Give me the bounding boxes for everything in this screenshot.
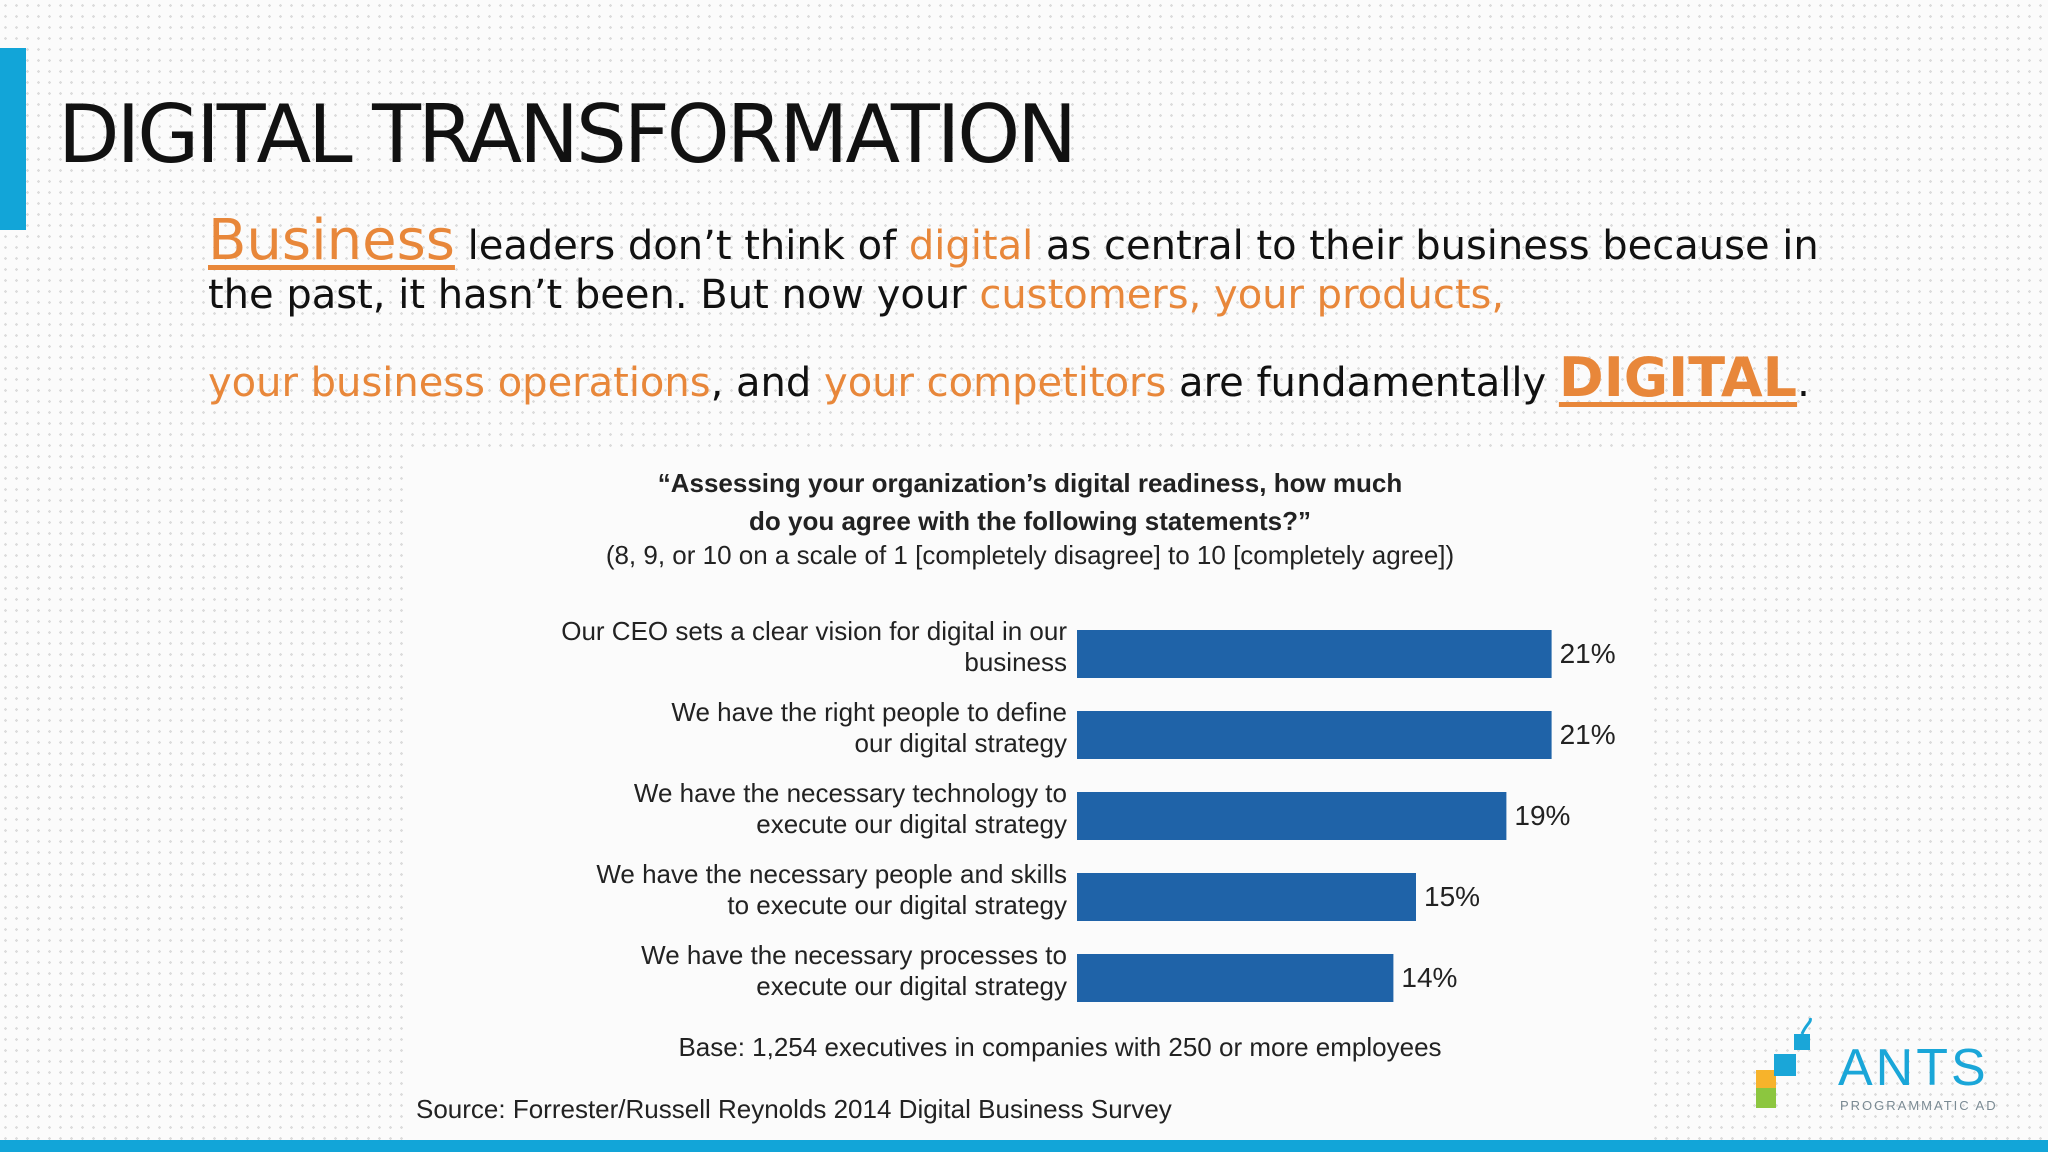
category-label-0-line-0: Our CEO sets a clear vision for digital … <box>561 616 1067 646</box>
intro-line-1: Business leaders don’t think of digital … <box>208 208 1908 278</box>
intro-keyword-digital: digital <box>908 223 1034 269</box>
left-accent-bar <box>0 48 26 230</box>
intro-keyword-digital-emphasis: DIGITAL <box>1558 346 1798 409</box>
category-label-2-line-1: execute our digital strategy <box>756 809 1067 839</box>
ants-logo: ANTS PROGRAMMATIC AD <box>1750 1018 2030 1118</box>
value-label-2: 19% <box>1514 800 1570 831</box>
chart-title-line-1: “Assessing your organization’s digital r… <box>657 468 1403 498</box>
slide-title: DIGITAL TRANSFORMATION <box>58 88 1077 181</box>
bottom-accent-bar <box>0 1140 2048 1152</box>
category-label-3-line-1: to execute our digital strategy <box>727 890 1067 920</box>
intro-text-1: leaders don’t think of <box>454 223 909 269</box>
bar-3 <box>1077 873 1416 921</box>
chart-base-note: Base: 1,254 executives in companies with… <box>678 1032 1442 1062</box>
intro-text-4: , and <box>710 360 825 406</box>
chart-plot: 21% Our CEO sets a clear vision for digit… <box>561 616 1616 1002</box>
category-label-1-line-0: We have the right people to define <box>671 697 1067 727</box>
category-label-3-line-0: We have the necessary people and skills <box>596 859 1067 889</box>
category-label-4-line-0: We have the necessary processes to <box>641 940 1067 970</box>
bar-1 <box>1077 711 1552 759</box>
ants-logo-mark-icon <box>1756 1018 1812 1108</box>
value-label-3: 15% <box>1424 881 1480 912</box>
intro-keyword-competitors: your competitors <box>824 360 1167 406</box>
category-label-2-line-0: We have the necessary technology to <box>634 778 1067 808</box>
intro-paragraph: Business leaders don’t think of digital … <box>208 208 1908 416</box>
bar-0 <box>1077 630 1552 678</box>
logo-tagline: PROGRAMMATIC AD <box>1840 1098 1998 1113</box>
intro-keyword-operations: your business operations <box>208 360 711 406</box>
intro-line-2: the past, it hasn’t been. But now your c… <box>208 272 1908 346</box>
value-label-4: 14% <box>1401 962 1457 993</box>
category-label-4-line-1: execute our digital strategy <box>756 971 1067 1001</box>
intro-line-3: your business operations, and your compe… <box>208 346 1908 416</box>
intro-text-2: as central to their business because in <box>1033 223 1819 269</box>
category-label-1-line-1: our digital strategy <box>855 728 1067 758</box>
chart-subtitle: (8, 9, or 10 on a scale of 1 [completely… <box>605 540 1455 570</box>
intro-text-6: . <box>1797 360 1810 406</box>
bar-4 <box>1077 954 1394 1002</box>
intro-keyword-business: Business <box>208 208 455 273</box>
chart-title-line-2: do you agree with the following statemen… <box>749 506 1311 536</box>
intro-keyword-customers: customers, your products, <box>979 272 1505 318</box>
bar-2 <box>1077 792 1507 840</box>
category-label-0-line-1: business <box>964 647 1067 677</box>
chart-title: “Assessing your organization’s digital r… <box>410 464 1650 540</box>
value-label-1: 21% <box>1560 719 1616 750</box>
intro-text-3: the past, it hasn’t been. But now your <box>208 272 980 318</box>
value-label-0: 21% <box>1560 638 1616 669</box>
survey-chart: “Assessing your organization’s digital r… <box>410 452 1650 1142</box>
chart-source: Source: Forrester/Russell Reynolds 2014 … <box>416 1094 1172 1124</box>
logo-name: ANTS <box>1838 1039 1989 1097</box>
intro-text-5: are fundamentally <box>1166 360 1559 406</box>
